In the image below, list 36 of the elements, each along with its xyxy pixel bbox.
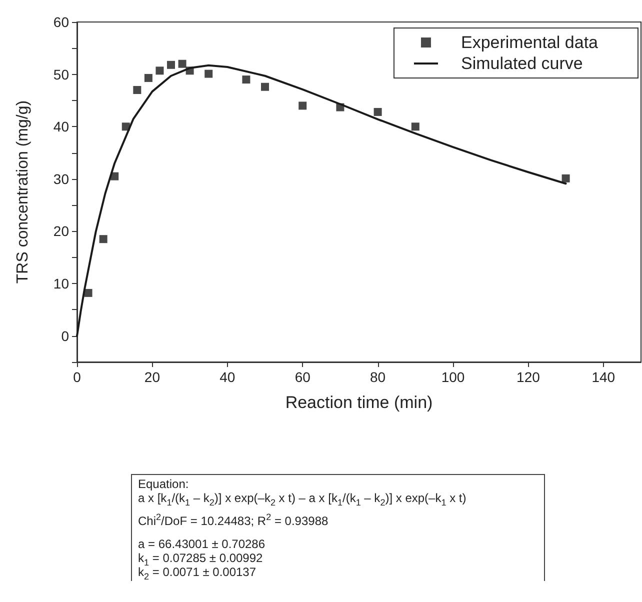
x-tick-label: 120 [516, 369, 540, 385]
y-tick-label: 40 [53, 118, 70, 135]
point [242, 76, 250, 84]
y-axis-title: TRS concentration (mg/g) [14, 100, 32, 284]
y-tick-label: 0 [61, 328, 70, 344]
point [167, 60, 175, 69]
point [298, 102, 307, 110]
y-tick-label: 10 [53, 276, 70, 292]
point [99, 235, 108, 244]
legend-label: Experimental data [460, 33, 599, 52]
text: Equation: a x [k$_{1}$/(k$_{1}$ – k$_{2}$)] x exp(–k$_{2}$ x t) – a x [k$_{1}$/(k$_{1}$ – k$_{2}$)] x exp(–k$_{1}$ x t) [138, 477, 466, 508]
x-tick-label: 60 [294, 369, 311, 385]
point [178, 60, 186, 68]
y-tick-label: 60 [53, 14, 70, 30]
x-tick-label: 0 [73, 369, 82, 385]
y-tick-label: 50 [53, 66, 70, 82]
x-tick-label: 100 [441, 369, 465, 385]
y-tick-label: 30 [53, 170, 70, 187]
point [204, 70, 213, 78]
legend-label: Simulated curve [460, 54, 583, 73]
point [562, 174, 570, 182]
x-axis-title: Reaction time (min) [285, 393, 433, 412]
text: a = 66.43001 ± 0.70286 k$_{1}$ = 0.07285 ± 0.00992 k$_{2}$ = 0.0071 ± 0.00137 [138, 537, 266, 582]
point [144, 74, 152, 82]
point [411, 122, 420, 131]
point [84, 288, 92, 297]
text: Chi$^{2}$/DoF = 10.24483; R$^{2}$ = 0.93988 [138, 512, 330, 528]
point [133, 86, 142, 94]
point [261, 82, 269, 91]
x-tick-label: 140 [592, 369, 616, 385]
y-tick-label: 20 [53, 223, 70, 240]
x-tick-label: 20 [144, 369, 160, 385]
point [374, 108, 382, 116]
point [156, 66, 164, 75]
x-tick-label: 40 [220, 369, 236, 385]
x-tick-label: 80 [370, 369, 386, 385]
